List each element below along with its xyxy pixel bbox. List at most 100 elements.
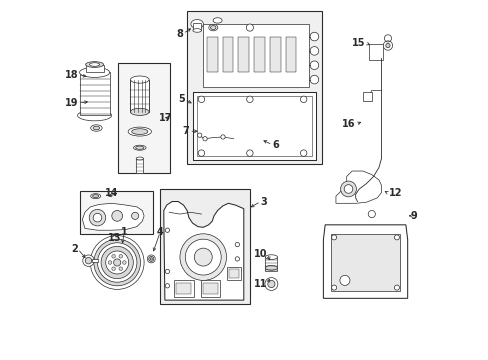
Ellipse shape bbox=[80, 67, 109, 77]
Circle shape bbox=[194, 248, 212, 266]
Circle shape bbox=[165, 269, 169, 274]
Circle shape bbox=[339, 275, 349, 285]
Bar bbox=[285, 37, 296, 72]
Circle shape bbox=[105, 251, 128, 274]
Text: 19: 19 bbox=[65, 98, 79, 108]
Circle shape bbox=[383, 41, 392, 50]
Circle shape bbox=[246, 150, 253, 156]
Circle shape bbox=[344, 185, 352, 193]
Bar bbox=[226, 267, 241, 280]
Ellipse shape bbox=[192, 29, 201, 32]
Bar bbox=[201, 280, 220, 297]
Polygon shape bbox=[323, 225, 407, 298]
Circle shape bbox=[309, 75, 318, 84]
Bar bbox=[203, 24, 308, 87]
Ellipse shape bbox=[90, 125, 102, 131]
Circle shape bbox=[93, 213, 102, 222]
Ellipse shape bbox=[208, 24, 217, 31]
Circle shape bbox=[300, 96, 306, 103]
Bar bbox=[136, 158, 143, 173]
Ellipse shape bbox=[190, 19, 203, 28]
Circle shape bbox=[331, 235, 336, 240]
Text: 16: 16 bbox=[342, 120, 355, 129]
Text: 3: 3 bbox=[260, 197, 267, 207]
Ellipse shape bbox=[131, 129, 147, 134]
Circle shape bbox=[246, 96, 253, 103]
Polygon shape bbox=[82, 203, 144, 230]
Circle shape bbox=[267, 280, 274, 288]
Text: 17: 17 bbox=[158, 113, 172, 123]
Ellipse shape bbox=[93, 126, 100, 130]
Ellipse shape bbox=[265, 266, 277, 270]
Circle shape bbox=[198, 150, 204, 156]
Polygon shape bbox=[163, 202, 244, 300]
Circle shape bbox=[340, 181, 356, 197]
Ellipse shape bbox=[78, 110, 111, 121]
Circle shape bbox=[264, 278, 277, 291]
Bar bbox=[265, 257, 277, 271]
Text: 13: 13 bbox=[108, 233, 121, 243]
Circle shape bbox=[300, 150, 306, 156]
Circle shape bbox=[235, 242, 239, 247]
Text: 10: 10 bbox=[254, 248, 267, 258]
Bar bbox=[228, 269, 238, 278]
Bar bbox=[196, 96, 311, 156]
Circle shape bbox=[221, 135, 224, 139]
Ellipse shape bbox=[85, 62, 103, 67]
Circle shape bbox=[108, 261, 112, 264]
Circle shape bbox=[101, 246, 133, 279]
Text: 14: 14 bbox=[104, 188, 118, 198]
Bar bbox=[203, 283, 218, 294]
Ellipse shape bbox=[89, 63, 100, 66]
Circle shape bbox=[235, 257, 239, 261]
Circle shape bbox=[122, 261, 126, 264]
Text: 2: 2 bbox=[71, 244, 78, 254]
Bar bbox=[192, 23, 201, 31]
Text: 9: 9 bbox=[409, 211, 416, 221]
Text: 15: 15 bbox=[351, 38, 365, 48]
Circle shape bbox=[90, 235, 144, 289]
Circle shape bbox=[385, 43, 389, 48]
Bar bbox=[92, 259, 98, 262]
Circle shape bbox=[180, 234, 226, 280]
Circle shape bbox=[112, 255, 115, 258]
Circle shape bbox=[165, 228, 169, 232]
Circle shape bbox=[165, 284, 169, 288]
Bar bbox=[254, 37, 264, 72]
Bar bbox=[176, 283, 191, 294]
Bar bbox=[85, 64, 103, 72]
Ellipse shape bbox=[147, 255, 155, 263]
Ellipse shape bbox=[210, 26, 216, 30]
Ellipse shape bbox=[148, 256, 153, 261]
Circle shape bbox=[85, 257, 92, 264]
Text: 6: 6 bbox=[272, 140, 279, 150]
Bar bbox=[80, 72, 109, 116]
Circle shape bbox=[94, 239, 140, 286]
Circle shape bbox=[394, 285, 399, 290]
Ellipse shape bbox=[128, 127, 151, 136]
Ellipse shape bbox=[130, 108, 149, 116]
Ellipse shape bbox=[213, 18, 222, 23]
Circle shape bbox=[89, 210, 105, 226]
Circle shape bbox=[309, 61, 318, 69]
Circle shape bbox=[309, 32, 318, 41]
Bar bbox=[362, 92, 371, 101]
Circle shape bbox=[82, 255, 94, 266]
Text: 18: 18 bbox=[65, 70, 79, 80]
Circle shape bbox=[198, 96, 204, 103]
Bar bbox=[118, 63, 170, 173]
Circle shape bbox=[185, 239, 221, 275]
Circle shape bbox=[331, 285, 336, 290]
Circle shape bbox=[246, 24, 253, 31]
Bar bbox=[192, 92, 316, 160]
Circle shape bbox=[112, 267, 115, 270]
Circle shape bbox=[309, 46, 318, 55]
Circle shape bbox=[203, 136, 207, 141]
Polygon shape bbox=[330, 234, 400, 291]
Text: 5: 5 bbox=[178, 94, 184, 104]
Circle shape bbox=[394, 235, 399, 240]
Text: 4: 4 bbox=[157, 227, 163, 237]
Circle shape bbox=[197, 133, 202, 137]
Circle shape bbox=[112, 211, 122, 221]
Text: 1: 1 bbox=[121, 227, 127, 237]
